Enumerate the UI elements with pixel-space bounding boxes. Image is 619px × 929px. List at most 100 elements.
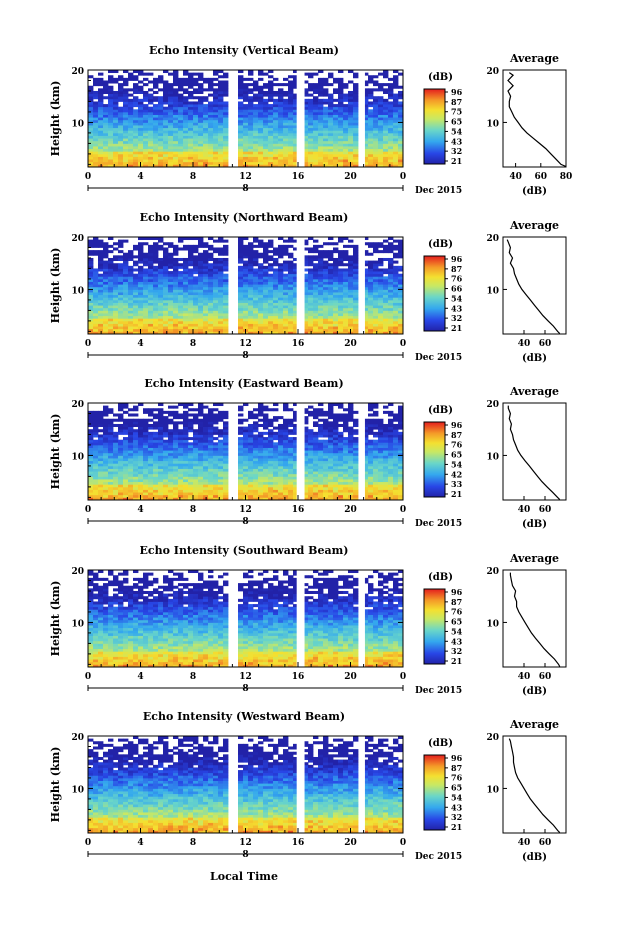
heatmap-cell — [313, 278, 319, 282]
heatmap-cell — [113, 418, 119, 422]
heatmap-cell — [128, 413, 134, 417]
heatmap-cell — [398, 278, 404, 282]
heatmap-cell — [118, 284, 124, 288]
heatmap-cell — [353, 260, 359, 264]
heatmap-cell — [303, 146, 309, 150]
heatmap-cell — [378, 328, 384, 332]
heatmap-cell — [123, 479, 129, 483]
heatmap-cell — [188, 276, 194, 280]
heatmap-cell — [218, 434, 224, 438]
heatmap-cell — [133, 159, 139, 163]
heatmap-cell — [128, 117, 134, 121]
heatmap-cell — [153, 284, 159, 288]
heatmap-cell — [168, 164, 174, 168]
heatmap-cell — [273, 132, 279, 136]
heatmap-cell — [108, 486, 114, 490]
heatmap-cell — [138, 473, 144, 477]
heatmap-cell — [148, 114, 154, 118]
heatmap-cell — [128, 271, 134, 275]
heatmap-cell — [348, 114, 354, 118]
heatmap-cell — [278, 164, 284, 168]
heatmap-cell — [208, 104, 214, 108]
heatmap-cell — [338, 96, 344, 100]
heatmap-cell — [188, 476, 194, 480]
heatmap-cell — [263, 289, 269, 293]
heatmap-cell — [158, 421, 164, 425]
heatmap-cell — [283, 302, 289, 306]
heatmap-cell — [158, 468, 164, 472]
heatmap-cell — [103, 148, 109, 152]
heatmap-cell — [173, 265, 179, 269]
heatmap-cell — [293, 114, 299, 118]
heatmap-cell — [98, 151, 104, 155]
heatmap-cell — [318, 307, 324, 311]
heatmap-cell — [113, 326, 119, 330]
heatmap-cell — [103, 328, 109, 332]
heatmap-cell — [218, 98, 224, 102]
heatmap-cell — [153, 130, 159, 134]
heatmap-cell — [313, 156, 319, 160]
heatmap-cell — [268, 313, 274, 317]
heatmap-cell — [93, 410, 99, 414]
heatmap-cell — [88, 281, 94, 285]
heatmap-cell — [138, 153, 144, 157]
heatmap-cell — [238, 96, 244, 100]
heatmap-cell — [238, 439, 244, 443]
heatmap-cell — [308, 286, 314, 290]
heatmap-cell — [193, 326, 199, 330]
heatmap-cell — [368, 268, 374, 272]
heatmap-cell — [173, 410, 179, 414]
date-label: Dec 2015 — [415, 353, 462, 363]
heatmap-cell — [268, 289, 274, 293]
heatmap-cell — [318, 276, 324, 280]
heatmap-cell — [128, 494, 134, 498]
heatmap-cell — [238, 146, 244, 150]
heatmap-cell — [158, 132, 164, 136]
heatmap-cell — [243, 138, 249, 142]
heatmap-cell — [268, 320, 274, 324]
heatmap-cell — [203, 463, 209, 467]
heatmap-cell — [133, 305, 139, 309]
heatmap-cell — [238, 447, 244, 451]
heatmap-cell — [303, 125, 309, 129]
heatmap-cell — [153, 119, 159, 123]
heatmap-cell — [98, 98, 104, 102]
heatmap-cell — [318, 159, 324, 163]
heatmap-cell — [113, 313, 119, 317]
heatmap-cell — [108, 297, 114, 301]
heatmap-cell — [338, 268, 344, 272]
heatmap-cell — [118, 468, 124, 472]
heatmap-cell — [223, 85, 229, 89]
heatmap-cell — [158, 484, 164, 488]
heatmap-cell — [338, 252, 344, 256]
heatmap-cell — [108, 159, 114, 163]
heatmap-cell — [93, 494, 99, 498]
heatmap-cell — [253, 318, 259, 322]
heatmap-cell — [128, 104, 134, 108]
heatmap-cell — [288, 294, 294, 298]
heatmap-cell — [218, 463, 224, 467]
heatmap-cell — [373, 323, 379, 327]
heatmap-cell — [113, 328, 119, 332]
heatmap-cell — [203, 271, 209, 275]
heatmap-cell — [103, 294, 109, 298]
heatmap-cell — [178, 315, 184, 319]
heatmap-cell — [133, 320, 139, 324]
heatmap-cell — [113, 114, 119, 118]
heatmap-cell — [363, 146, 369, 150]
heatmap-cell — [243, 302, 249, 306]
heatmap-cell — [188, 148, 194, 152]
heatmap-cell — [163, 460, 169, 464]
heatmap-cell — [303, 106, 309, 110]
heatmap-cell — [138, 237, 144, 241]
heatmap-cell — [178, 257, 184, 261]
heatmap-cell — [88, 278, 94, 282]
heatmap-cell — [243, 109, 249, 113]
heatmap-cell — [93, 418, 99, 422]
heatmap-cell — [163, 98, 169, 102]
heatmap-cell — [163, 328, 169, 332]
heatmap-cell — [203, 416, 209, 420]
heatmap-cell — [98, 413, 104, 417]
heatmap-cell — [203, 413, 209, 417]
heatmap-cell — [223, 439, 229, 443]
